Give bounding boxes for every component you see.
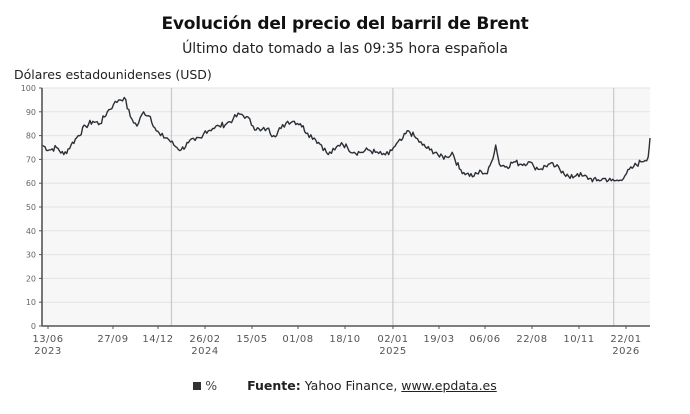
chart-subtitle: Último dato tomado a las 09:35 hora espa… — [182, 41, 508, 57]
svg-text:2023: 2023 — [34, 346, 61, 357]
svg-text:22/08: 22/08 — [516, 334, 547, 345]
svg-text:40: 40 — [26, 227, 36, 236]
svg-text:2024: 2024 — [191, 346, 218, 357]
y-axis-label: Dólares estadounidenses (USD) — [14, 67, 212, 82]
svg-text:2026: 2026 — [612, 346, 639, 357]
source-label: Fuente: — [247, 378, 301, 393]
year-dividers — [170, 88, 615, 326]
svg-text:01/08: 01/08 — [282, 334, 313, 345]
svg-text:27/09: 27/09 — [97, 334, 128, 345]
y-axis-ticks: 0 10 20 30 40 50 60 70 80 90 100 — [21, 84, 42, 331]
svg-text:10/11: 10/11 — [563, 334, 594, 345]
chart-title: Evolución del precio del barril de Brent — [161, 14, 529, 34]
svg-text:06/06: 06/06 — [469, 334, 500, 345]
svg-text:14/12: 14/12 — [142, 334, 173, 345]
svg-text:50: 50 — [26, 203, 36, 212]
svg-text:20: 20 — [26, 274, 36, 283]
svg-text:18/10: 18/10 — [329, 334, 360, 345]
svg-text:0: 0 — [31, 322, 36, 331]
svg-text:2025: 2025 — [379, 346, 406, 357]
svg-text:19/03: 19/03 — [423, 334, 454, 345]
svg-text:26/02: 26/02 — [189, 334, 220, 345]
svg-text:02/01: 02/01 — [377, 334, 408, 345]
svg-text:90: 90 — [26, 108, 36, 117]
chart-footer: % Fuente: Yahoo Finance, www.epdata.es — [0, 378, 690, 393]
svg-text:100: 100 — [21, 84, 36, 93]
legend: % — [193, 378, 221, 393]
brent-price-line — [41, 96, 651, 183]
source-text: Yahoo Finance, — [304, 378, 398, 393]
legend-label: % — [205, 378, 218, 393]
legend-swatch-icon — [193, 382, 202, 390]
svg-text:15/05: 15/05 — [236, 334, 267, 345]
svg-text:30: 30 — [26, 251, 36, 260]
svg-text:22/01: 22/01 — [610, 334, 641, 345]
svg-text:80: 80 — [26, 132, 36, 141]
svg-text:60: 60 — [26, 179, 36, 188]
gridlines — [42, 87, 650, 303]
svg-text:10: 10 — [26, 298, 36, 307]
source-link[interactable]: www.epdata.es — [401, 378, 497, 393]
svg-text:13/06: 13/06 — [32, 334, 63, 345]
svg-text:70: 70 — [26, 155, 36, 164]
